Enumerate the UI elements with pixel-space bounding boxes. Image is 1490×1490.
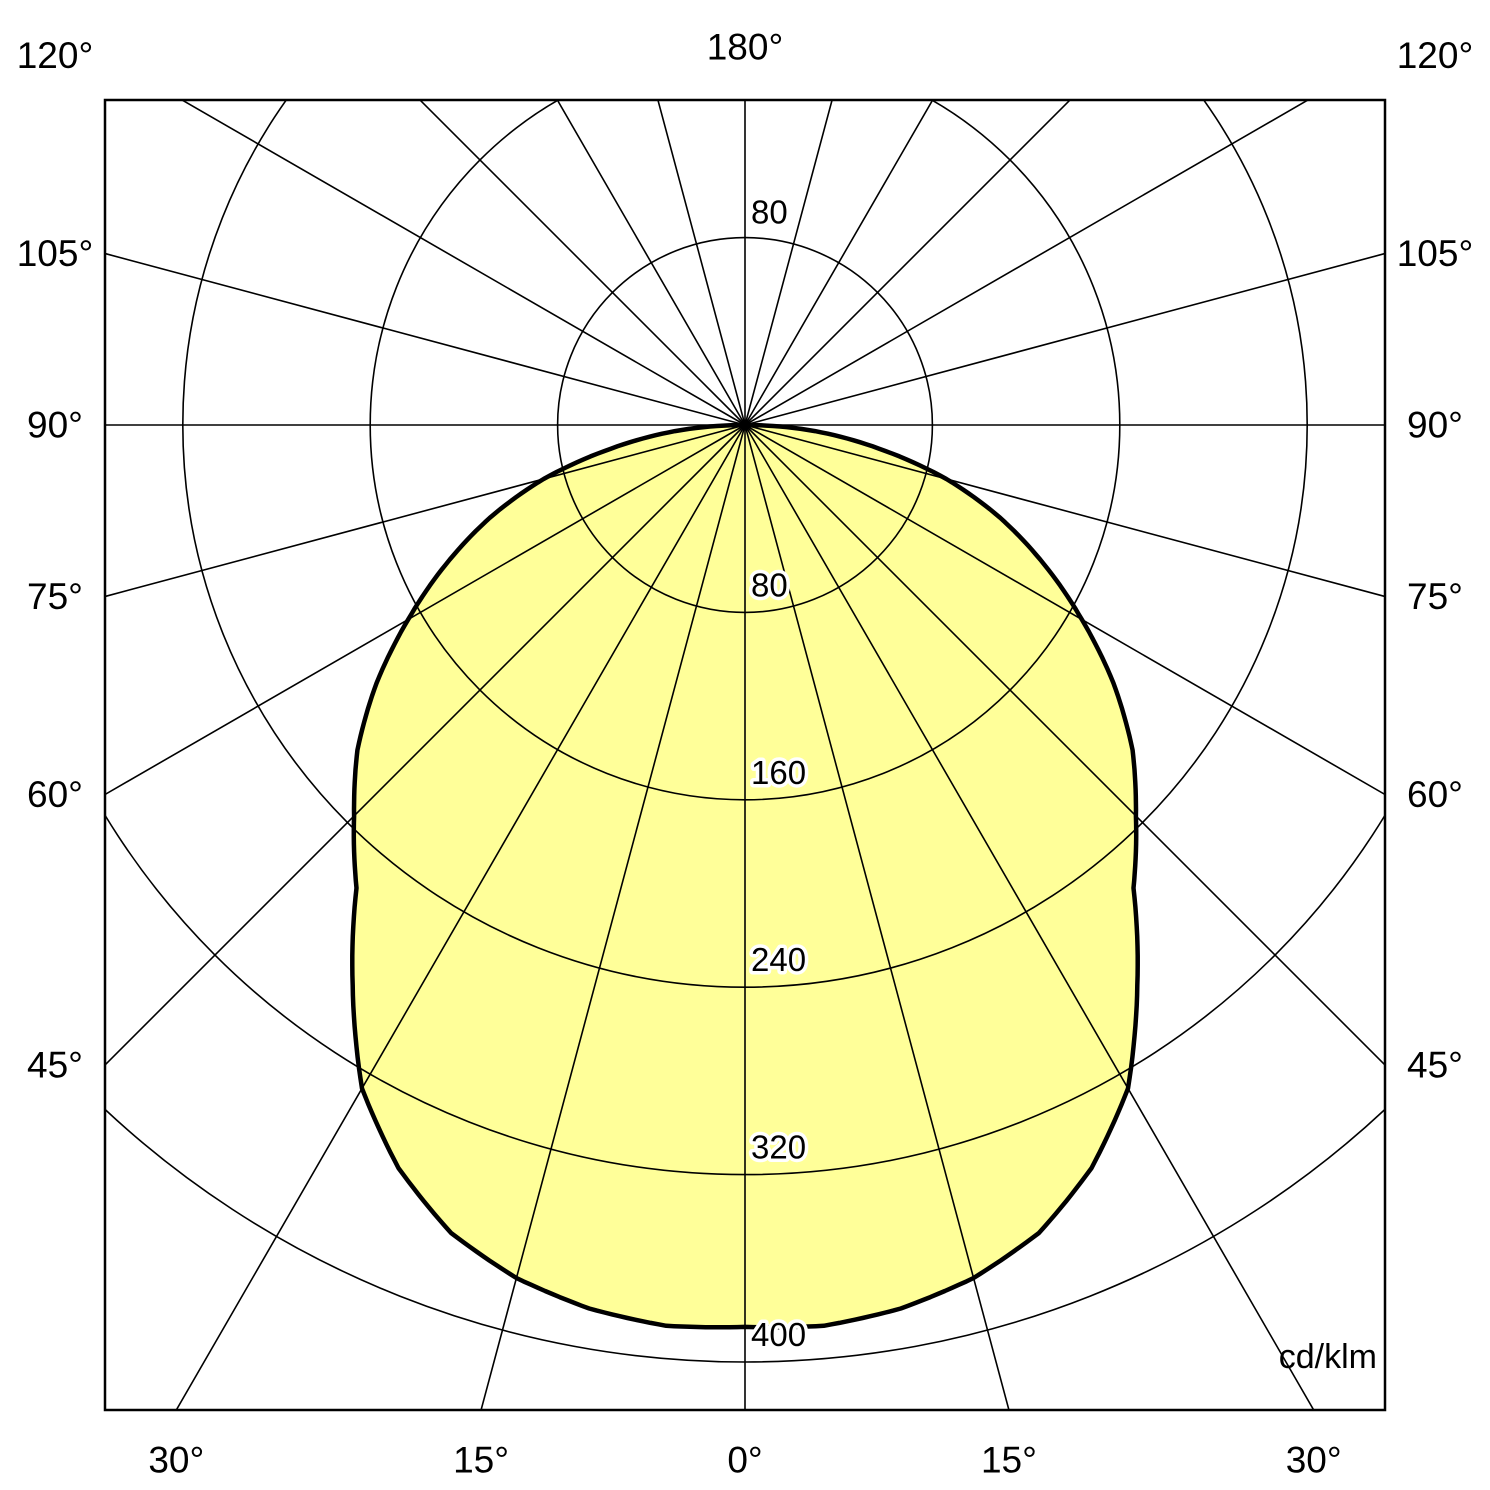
gamma-label-right: 90° bbox=[1407, 405, 1463, 446]
gamma-label-right: 45° bbox=[1407, 1045, 1463, 1086]
plot-border bbox=[103, 98, 1387, 1412]
gamma-label-bottom: 30° bbox=[148, 1440, 204, 1481]
gamma-angle-labels: 180° 120° 105° 90° 75° 60° 45° 120° 105° 90° 75° 60… bbox=[17, 27, 1474, 1481]
gamma-spoke-line bbox=[418, 100, 746, 426]
gamma-spoke-line bbox=[744, 252, 1385, 426]
gamma-spoke-line bbox=[744, 100, 934, 426]
intensity-ring bbox=[556, 236, 934, 614]
gamma-spoke-line bbox=[105, 252, 746, 426]
intensity-ring bbox=[369, 100, 1121, 801]
gamma-label-right: 105° bbox=[1397, 233, 1474, 274]
gamma-label-right: 120° bbox=[1397, 35, 1474, 76]
gamma-spoke-line bbox=[744, 424, 1385, 1067]
grid-rings bbox=[105, 100, 1385, 1363]
gamma-spoke-line bbox=[175, 424, 746, 1410]
gamma-label-bottom: 15° bbox=[453, 1440, 509, 1481]
gamma-spoke-line bbox=[744, 424, 1010, 1410]
unit-label: cd/klm bbox=[1279, 1338, 1377, 1376]
ring-value-label: 320 bbox=[751, 1129, 806, 1166]
gamma-label-left: 75° bbox=[27, 576, 83, 617]
gamma-spoke-line bbox=[480, 424, 746, 1410]
gamma-label-left: 60° bbox=[27, 774, 83, 815]
gamma-label-left: 105° bbox=[17, 233, 94, 274]
gamma-spoke-line bbox=[744, 100, 833, 426]
gamma-label-left: 120° bbox=[17, 35, 94, 76]
gamma-label-left: 90° bbox=[27, 405, 83, 446]
ring-value-label: 400 bbox=[751, 1316, 806, 1353]
gamma-spoke-line bbox=[744, 100, 1072, 426]
gamma-label-top: 180° bbox=[707, 27, 784, 68]
gamma-spoke-line bbox=[105, 424, 746, 598]
ring-value-label: 240 bbox=[751, 941, 806, 978]
gamma-label-bottom: 0° bbox=[727, 1440, 762, 1481]
ring-value-label: 80 bbox=[751, 566, 788, 603]
intensity-ring bbox=[105, 1108, 1385, 1363]
intensity-ring bbox=[182, 100, 1308, 988]
gamma-label-bottom: 15° bbox=[981, 1440, 1037, 1481]
gamma-label-right: 75° bbox=[1407, 576, 1463, 617]
gamma-spoke-line bbox=[744, 424, 1385, 796]
gamma-spoke-line bbox=[105, 424, 746, 1067]
ring-value-label-upper: 80 bbox=[751, 194, 788, 231]
gamma-spoke-line bbox=[744, 100, 1310, 426]
gamma-spoke-line bbox=[556, 100, 746, 426]
intensity-curve-outline bbox=[350, 422, 1140, 1330]
gamma-spoke-line bbox=[180, 100, 746, 426]
gamma-spoke-line bbox=[657, 100, 746, 426]
gamma-label-bottom: 30° bbox=[1286, 1440, 1342, 1481]
gamma-spoke-line bbox=[105, 424, 746, 796]
gamma-spoke-line bbox=[744, 424, 1315, 1410]
gamma-label-left: 45° bbox=[27, 1045, 83, 1086]
intensity-ring bbox=[105, 813, 1385, 1176]
gamma-spoke-line bbox=[744, 424, 1385, 598]
ring-value-label: 160 bbox=[751, 754, 806, 791]
gamma-label-right: 60° bbox=[1407, 774, 1463, 815]
ring-labels: 80 160 240 320 400 80 bbox=[748, 190, 810, 1356]
